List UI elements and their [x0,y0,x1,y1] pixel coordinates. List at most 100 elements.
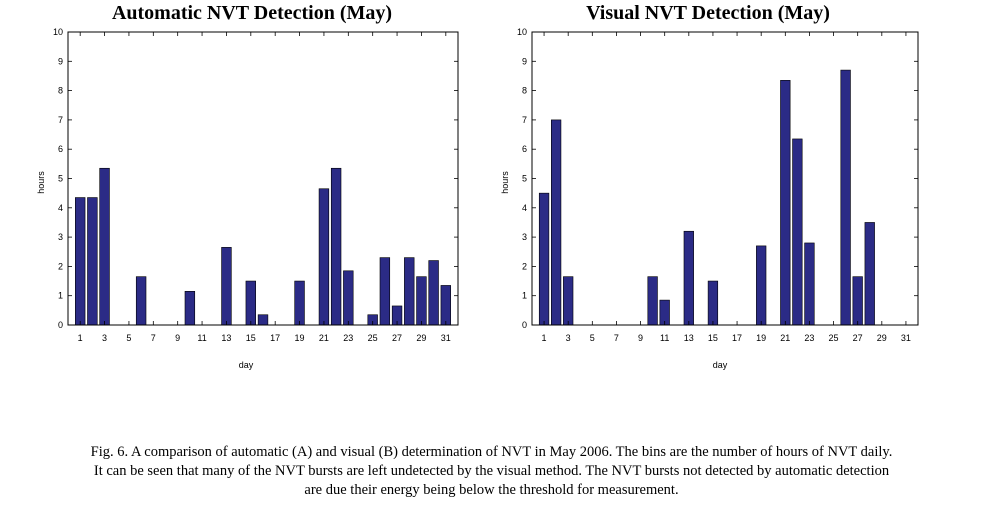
y-tick-label: 6 [58,144,63,154]
x-tick-label: 19 [756,333,766,343]
plot-frame [531,31,919,326]
bar-day-6 [135,276,147,326]
y-tick-label: 4 [58,203,63,213]
figure-charts: Automatic NVT Detection (May)01234567891… [36,2,919,370]
caption-line: Fig. 6. A comparison of automatic (A) an… [90,444,893,460]
y-tick-label: 8 [58,86,63,96]
y-tick-label: 8 [522,86,527,96]
bar-day-26 [379,257,391,326]
x-tick-label: 11 [197,333,206,343]
bar-day-1 [75,197,86,326]
bar-day-23 [343,270,354,326]
x-tick-label: 9 [175,333,180,343]
x-tick-label: 7 [614,333,619,343]
bar-day-23 [804,242,815,326]
caption-line: are due their energy being below the thr… [304,482,679,498]
bar-day-31 [440,285,451,326]
bar-day-10 [647,276,658,326]
bar-day-2 [550,119,562,326]
x-tick-label: 25 [368,333,378,343]
plot-frame [67,31,459,326]
y-tick-label: 7 [58,115,63,125]
bar-day-29 [416,276,427,326]
x-tick-label: 31 [441,333,451,343]
y-tick-label: 9 [522,56,527,66]
bar-day-13 [683,230,694,326]
x-tick-label: 3 [566,333,571,343]
bar-day-30 [428,260,439,326]
x-tick-label: 25 [829,333,839,343]
bar-day-28 [404,257,415,326]
y-axis-label: hours [36,171,46,194]
x-tick-label: 13 [684,333,694,343]
bar-day-19 [294,280,305,326]
bar-day-15 [245,280,256,326]
bar-day-27 [852,276,863,326]
y-tick-label: 0 [522,320,527,330]
bar-day-19 [756,245,767,326]
x-tick-label: 15 [246,333,256,343]
x-tick-label: 7 [151,333,156,343]
x-tick-label: 1 [78,333,83,343]
bar-day-22 [792,138,803,326]
y-tick-label: 10 [53,27,63,37]
x-tick-label: 15 [708,333,718,343]
x-tick-label: 1 [542,333,547,343]
y-tick-label: 2 [522,261,527,271]
x-tick-label: 5 [590,333,595,343]
y-axis-label: hours [500,171,510,194]
bar-day-21 [780,80,791,326]
x-tick-label: 21 [319,333,329,343]
x-tick-label: 9 [638,333,643,343]
x-tick-label: 11 [660,333,669,343]
x-tick-label: 3 [102,333,107,343]
bar-day-3 [99,167,110,326]
x-tick-label: 17 [270,333,280,343]
bar-day-26 [840,69,851,326]
bar-day-16 [257,314,269,326]
x-axis-label: day [239,360,254,370]
y-tick-label: 1 [522,291,527,301]
bar-day-21 [318,188,330,326]
bar-day-28 [864,222,875,326]
x-tick-label: 29 [416,333,426,343]
bar-day-13 [221,247,232,326]
y-tick-label: 3 [58,232,63,242]
bar-day-1 [538,192,550,326]
x-axis-label: day [713,360,728,370]
bar-day-22 [330,167,342,326]
x-tick-label: 23 [804,333,814,343]
x-tick-label: 23 [343,333,353,343]
bar-day-3 [563,276,574,326]
x-tick-label: 27 [853,333,863,343]
x-tick-label: 5 [126,333,131,343]
x-tick-label: 17 [732,333,742,343]
y-tick-label: 7 [522,115,527,125]
x-tick-label: 27 [392,333,402,343]
y-tick-label: 6 [522,144,527,154]
caption-line: It can be seen that many of the NVT burs… [93,463,890,479]
x-tick-label: 31 [901,333,911,343]
chart-automatic: Automatic NVT Detection (May)01234567891… [36,2,459,370]
x-tick-label: 19 [295,333,305,343]
x-tick-label: 13 [221,333,231,343]
y-tick-label: 5 [522,174,527,184]
x-tick-label: 29 [877,333,887,343]
bar-day-10 [184,291,196,326]
y-tick-label: 0 [58,320,63,330]
y-tick-label: 5 [58,174,63,184]
chart-title: Automatic NVT Detection (May) [112,2,392,24]
x-tick-label: 21 [780,333,790,343]
y-tick-label: 9 [58,56,63,66]
chart-title: Visual NVT Detection (May) [586,2,830,24]
y-tick-label: 4 [522,203,527,213]
bar-day-15 [707,280,719,326]
y-tick-label: 10 [517,27,527,37]
y-tick-label: 2 [58,261,63,271]
y-tick-label: 1 [58,291,63,301]
y-tick-label: 3 [522,232,527,242]
bar-day-2 [87,197,98,326]
figure-caption: Fig. 6. A comparison of automatic (A) an… [0,443,983,500]
